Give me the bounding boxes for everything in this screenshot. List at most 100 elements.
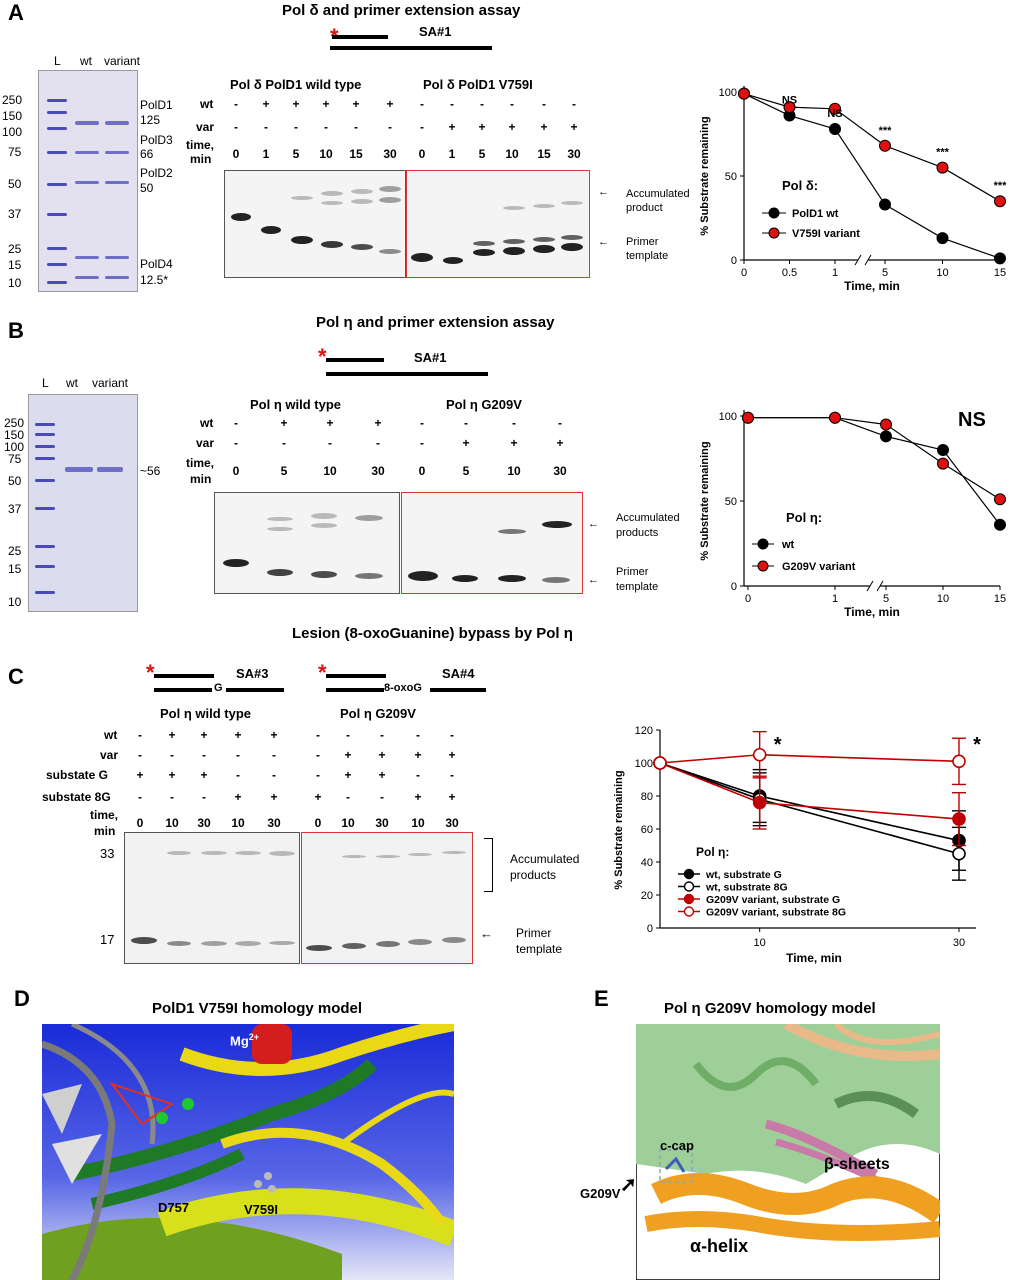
- chart-a-ytick-label: 0: [731, 255, 737, 267]
- gel-c-var_signs-2: -: [202, 748, 206, 762]
- gel-c-row-min: min: [94, 824, 116, 838]
- chart-b-series-0-point-4: [994, 518, 1006, 531]
- gel-c-g_signs-7: +: [378, 768, 386, 782]
- gel-c-times-2: 30: [197, 816, 211, 830]
- gel-a-times-1: 1: [262, 147, 270, 161]
- gel-a-var_signs-0: -: [234, 120, 238, 134]
- chart-b-xtick-label: 1: [832, 593, 838, 605]
- gel-a-arrow-primer-l2: template: [626, 250, 669, 262]
- sds-a-marker-15: 15: [8, 258, 22, 272]
- gel-a-arrow-accumulated: ←: [598, 186, 609, 198]
- gel-a-wt_signs-8: -: [480, 97, 484, 111]
- chart-a-series-1-point-3: [879, 139, 891, 152]
- chart-a-series-1-point-2: [829, 102, 841, 115]
- chart-a-series-0-line-b: [884, 204, 1001, 259]
- gel-c-times-4: 30: [267, 816, 281, 830]
- gel-b-arrow-accumulated-l2: products: [616, 527, 659, 539]
- chart-c-ytick-label: 40: [641, 857, 653, 869]
- gel-a-times-5: 30: [383, 147, 397, 161]
- panel-c-substrate3-label: SA#3: [236, 666, 269, 681]
- panel-c-substrate4-diagram: * 8-oxoG SA#4: [318, 660, 498, 700]
- panel-a-substrate-label: SA#1: [419, 24, 452, 39]
- gel-a-wildtype: [224, 170, 406, 278]
- chart-c-xtick-label: 30: [953, 937, 965, 949]
- sds-b-lane-l: L: [42, 376, 49, 390]
- panel-b-substrate-label: SA#1: [414, 350, 447, 365]
- sds-a-marker-25: 25: [8, 242, 22, 256]
- chart-b-ylabel: % Substrate remaining: [699, 441, 711, 560]
- gel-b-var_signs-1: -: [282, 436, 286, 450]
- gel-c-g8_signs-2: -: [202, 790, 206, 804]
- gel-c-g8_signs-9: +: [448, 790, 456, 804]
- sds-a-lane-l: L: [54, 54, 61, 68]
- chart-b-xtick-label: 5: [883, 593, 889, 605]
- panel-c-substrate3-diagram: * G SA#3: [146, 660, 296, 700]
- gel-c-wildtype: [124, 832, 300, 964]
- chart-a-legend-label-1: V759I variant: [792, 228, 860, 240]
- chart-a-annotation-4: ***: [994, 180, 1008, 192]
- gel-c-wt_signs-1: +: [168, 728, 176, 742]
- sds-a-subunit-pold1-size: 125: [140, 113, 161, 127]
- sds-b-marker-15: 15: [8, 562, 22, 576]
- chart-c-legend-marker-0: [683, 868, 695, 880]
- chart-a-legend-title: Pol δ:: [782, 178, 818, 193]
- gel-b-row-wt: wt: [200, 416, 214, 430]
- gel-b-row-min: min: [190, 472, 212, 486]
- gel-a-times-7: 1: [448, 147, 456, 161]
- chart-c-ytick-label: 60: [641, 824, 653, 836]
- sds-b-marker-50: 50: [8, 474, 22, 488]
- sds-b-marker-250: 250: [4, 416, 25, 430]
- gel-a-times-3: 10: [319, 147, 333, 161]
- gel-b-wt_signs-4: -: [420, 416, 424, 430]
- chart-b-series-1-point-1: [829, 411, 841, 424]
- gel-b-var_signs-7: +: [556, 436, 564, 450]
- gel-c-times-6: 10: [341, 816, 355, 830]
- gel-c-bracket: [484, 838, 493, 892]
- gel-a-row-time: time,: [186, 138, 215, 152]
- chart-a-xtick-label: 15: [994, 267, 1006, 279]
- chart-c-legend-marker-1: [683, 881, 695, 892]
- gel-b-times-4: 0: [418, 464, 426, 478]
- gel-b-times-2: 10: [323, 464, 337, 478]
- chart-b-ytick-label: 0: [731, 581, 737, 593]
- gel-a-variant: [406, 170, 590, 278]
- gel-c-g8_signs-5: +: [314, 790, 322, 804]
- chart-a-series-1-point-5: [994, 195, 1006, 208]
- gel-b-arrow-primer-l1: Primer: [616, 566, 649, 578]
- gel-c-g8_signs-1: -: [170, 790, 174, 804]
- chart-a-xtick-label: 5: [882, 267, 888, 279]
- panel-e-label-beta: β-sheets: [824, 1156, 890, 1173]
- chart-a-ylabel: % Substrate remaining: [699, 116, 711, 235]
- chart-c: 0 20 40 60 80 100 120 10 30 Time, min % Substrate …: [613, 725, 981, 965]
- chart-c-series-2-point-2: [952, 812, 966, 826]
- gel-c-g_signs-1: +: [168, 768, 176, 782]
- panel-d-label-mg-sup: 2+: [248, 1032, 260, 1042]
- gel-c-wt_signs-7: -: [380, 728, 384, 742]
- gel-b-wt_signs-2: +: [326, 416, 334, 430]
- gel-c-group1: Pol η wild type: [160, 706, 252, 721]
- panel-a-label: A: [8, 0, 24, 25]
- chart-c-legend-title: Pol η:: [696, 845, 729, 859]
- sds-b-lane-variant: variant: [92, 376, 129, 390]
- chart-a-series-0-point-3: [879, 198, 891, 211]
- chart-c-legend-label-2: G209V variant, substrate G: [706, 894, 840, 906]
- sds-a-subunit-pold2: PolD2: [140, 166, 173, 180]
- chart-c-ytick-label: 20: [641, 890, 653, 902]
- gel-c-var_signs-8: +: [414, 748, 422, 762]
- chart-a-annotation-3: ***: [936, 147, 950, 159]
- chart-c-ytick-label: 80: [641, 791, 653, 803]
- chart-a-xtick-label: 1: [832, 267, 838, 279]
- chart-c-series-3-point-1: [752, 747, 767, 762]
- chart-b-series-1-point-4: [994, 493, 1006, 506]
- chart-a-series-0-point-4: [936, 232, 949, 245]
- chart-c-xtick-label: 10: [754, 937, 766, 949]
- gel-a-var_signs-11: +: [570, 120, 578, 134]
- gel-c-arrow-accumulated-l2: products: [510, 868, 557, 882]
- gel-a-var_signs-10: +: [540, 120, 548, 134]
- gel-c-row-wt: wt: [104, 728, 118, 742]
- chart-a-axis-break: [854, 254, 872, 266]
- gel-c-times-1: 10: [165, 816, 179, 830]
- gel-b-wt_signs-6: -: [512, 416, 516, 430]
- gel-b-times-7: 30: [553, 464, 567, 478]
- chart-b-series-0-point-3: [937, 444, 949, 456]
